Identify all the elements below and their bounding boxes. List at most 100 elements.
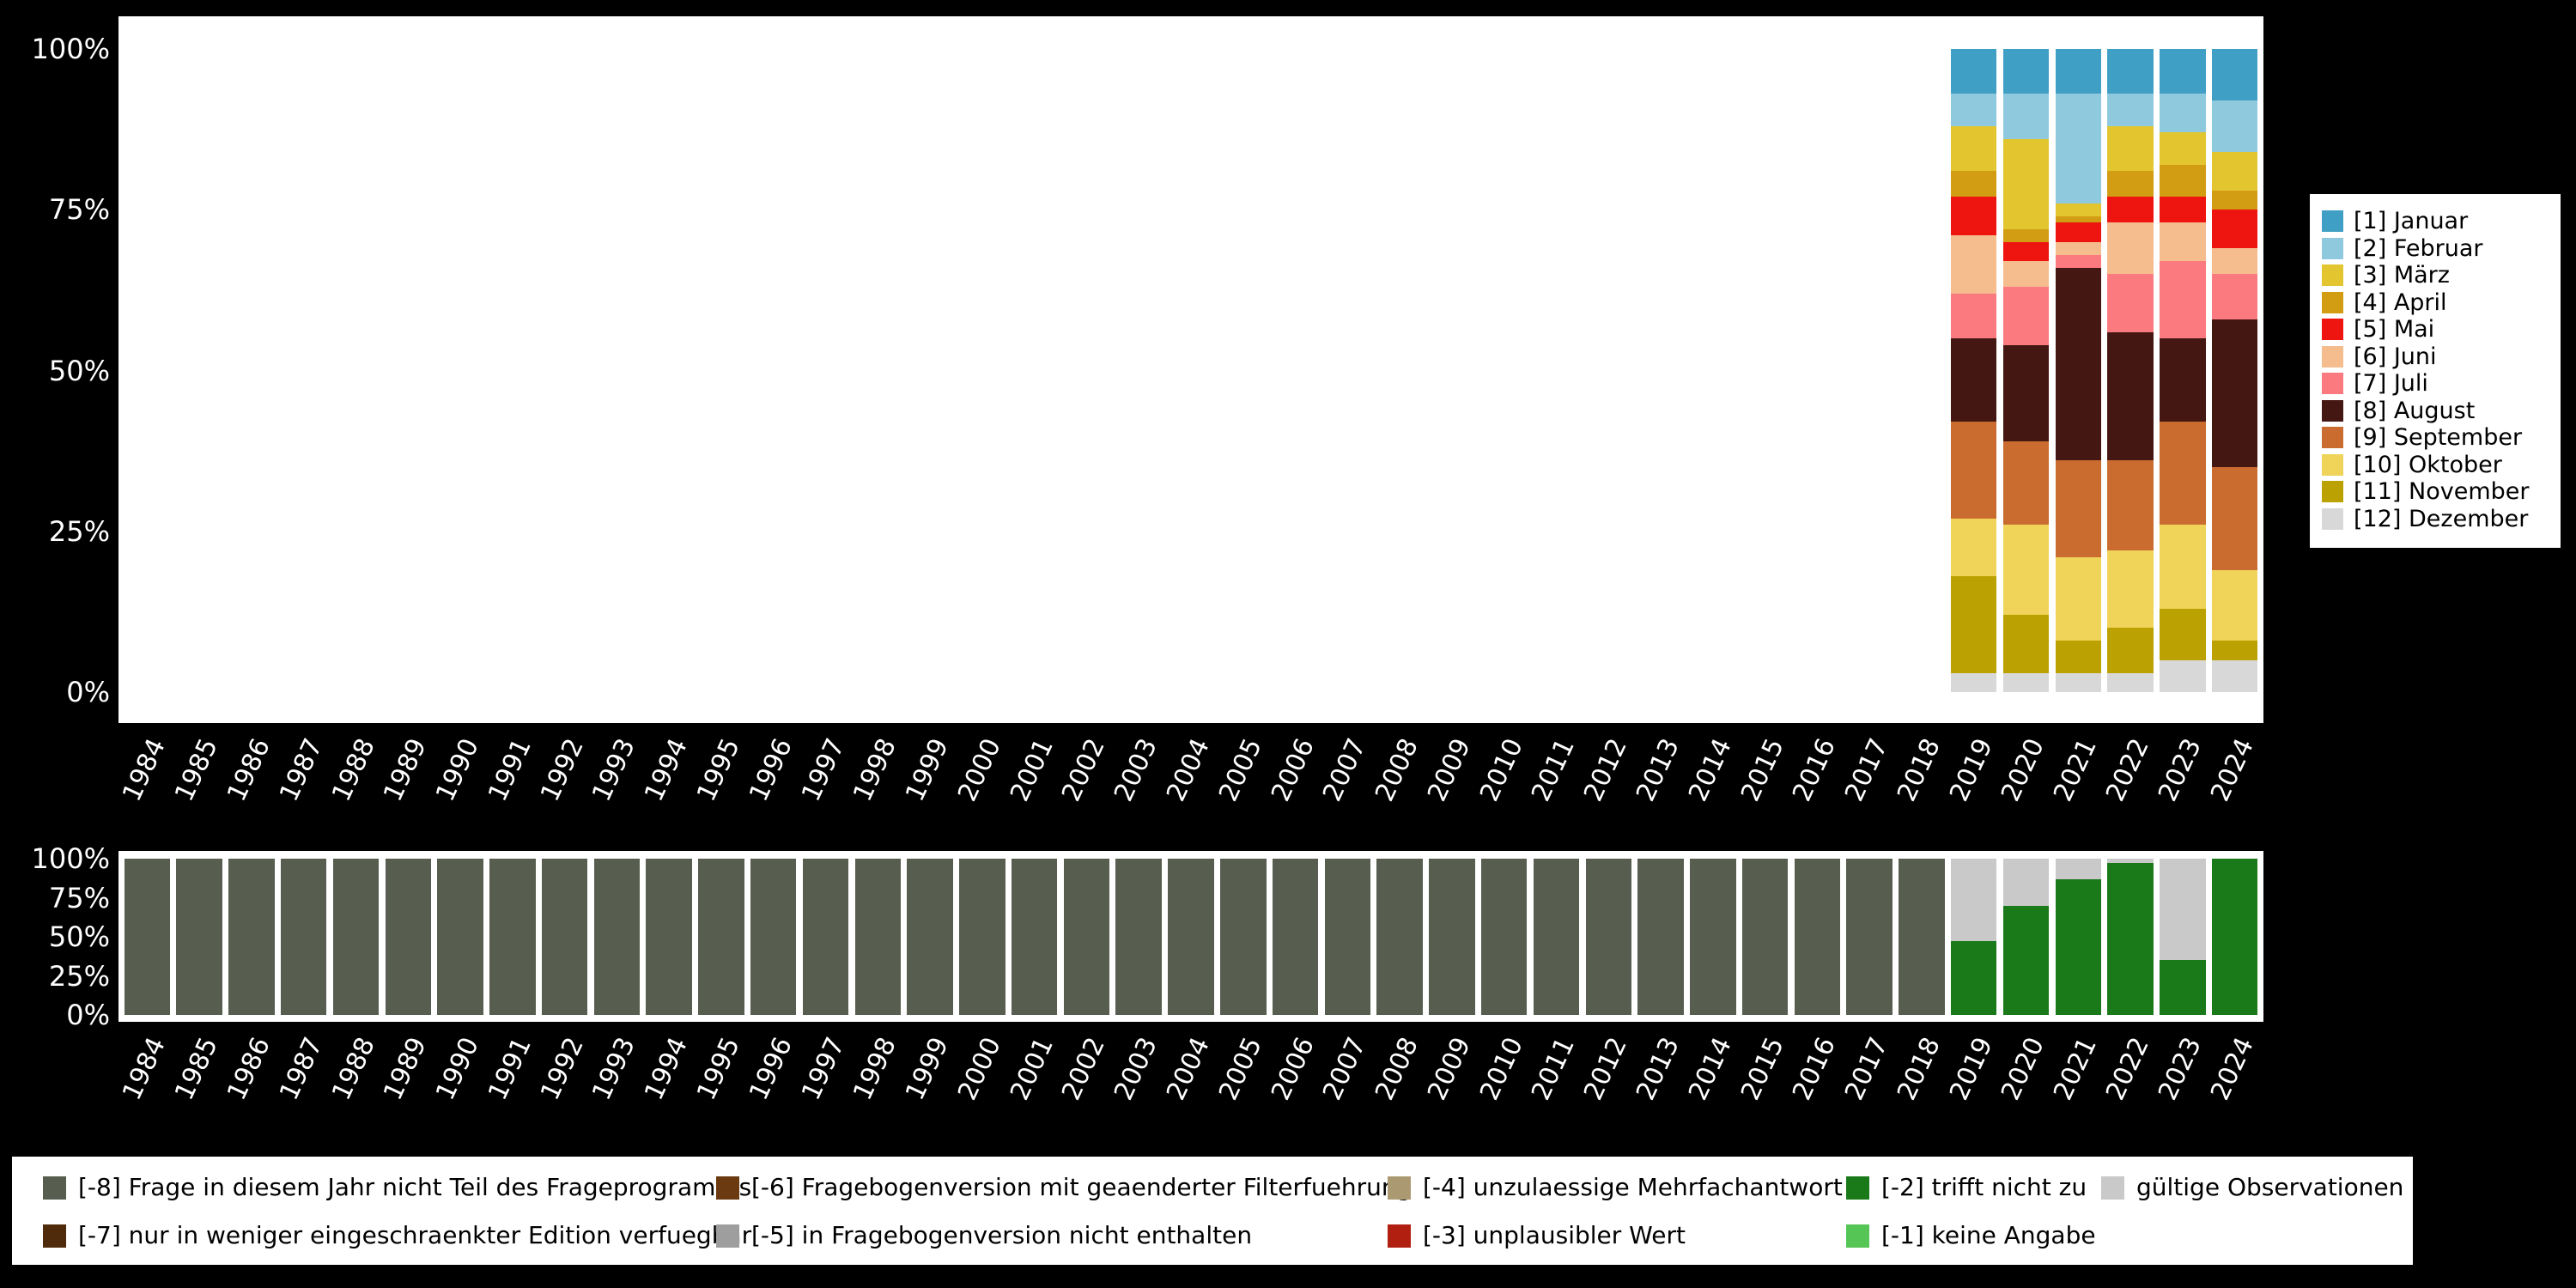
legend-label: [1] Januar	[2354, 208, 2469, 235]
bar-segment	[2002, 905, 2050, 1015]
bar-segment	[2055, 94, 2101, 204]
legend-item-month: [9] September	[2322, 424, 2549, 452]
legend-label: [-3] unplausibler Wert	[1423, 1221, 1686, 1249]
legend-item-month: [6] Juni	[2322, 343, 2549, 371]
bar-segment	[1115, 859, 1162, 1015]
y-axis-tick-label: 100%	[31, 842, 110, 875]
bar-segment	[2160, 49, 2206, 94]
bar-segment	[2002, 94, 2050, 139]
legend-item-missing: [-7] nur in weniger eingeschraenkter Edi…	[43, 1224, 751, 1248]
legend-swatch	[2322, 373, 2343, 395]
bar-segment	[2211, 569, 2258, 641]
legend-label: [12] Dezember	[2354, 505, 2529, 532]
bar-segment	[1950, 49, 1997, 94]
legend-label: [4] April	[2354, 289, 2447, 316]
months-legend-list: [1] Januar [2] Februar [3] März [4] April [5…	[2322, 208, 2549, 532]
bar-segment	[1220, 859, 1267, 1015]
legend-label: [11] November	[2354, 478, 2530, 506]
legend-label: [2] Februar	[2354, 234, 2483, 262]
legend-item-month: [3] März	[2322, 262, 2549, 289]
legend-item-month: [5] Mai	[2322, 316, 2549, 343]
bar-segment	[1950, 338, 1997, 422]
bar-segment	[854, 859, 902, 1015]
bar-segment	[1272, 859, 1319, 1015]
legend-swatch	[2101, 1176, 2124, 1200]
bar-segment	[2055, 878, 2101, 1015]
bar-segment	[2107, 460, 2154, 551]
bar-segment	[907, 859, 953, 1015]
legend-label: [-2] trifft nicht zu	[1881, 1173, 2087, 1201]
bar-segment	[2107, 859, 2154, 864]
bar-segment	[2107, 125, 2154, 172]
bar-segment	[2055, 556, 2101, 641]
bar-segment	[1741, 859, 1789, 1015]
bar-segment	[2160, 659, 2206, 692]
bar-segment	[1950, 576, 1997, 673]
y-axis-tick-label: 50%	[48, 354, 110, 387]
bar-segment	[1011, 859, 1058, 1015]
missings-legend: [-8] Frage in diesem Jahr nicht Teil des…	[12, 1157, 2413, 1265]
bar-segment	[2160, 164, 2206, 197]
bar-segment	[2211, 190, 2258, 210]
legend-swatch	[2322, 427, 2343, 449]
legend-swatch	[2322, 453, 2343, 476]
bar-segment	[541, 859, 588, 1015]
bar-segment	[1533, 859, 1580, 1015]
legend-label: [3] März	[2354, 262, 2450, 289]
legend-swatch	[2322, 399, 2343, 422]
bar-segment	[2160, 422, 2206, 526]
legend-item-month: [12] Dezember	[2322, 506, 2549, 533]
bar-segment	[2211, 466, 2258, 570]
bar-segment	[2107, 49, 2154, 94]
bar-segment	[1168, 859, 1214, 1015]
bar-segment	[2160, 132, 2206, 165]
legend-swatch	[2322, 291, 2343, 313]
legend-item-month: [1] Januar	[2322, 208, 2549, 235]
legend-item-missing: [-5] in Fragebogenversion nicht enthalte…	[716, 1224, 1252, 1248]
bar-segment	[1950, 94, 1997, 126]
bar-segment	[593, 859, 641, 1015]
legend-label: [5] Mai	[2354, 316, 2435, 343]
legend-label: [-6] Fragebogenversion mit geaenderter F…	[751, 1173, 1413, 1201]
legend-swatch	[2322, 345, 2343, 368]
bar-segment	[2160, 525, 2206, 609]
legend-swatch	[1388, 1224, 1411, 1248]
bar-segment	[1846, 859, 1893, 1015]
bar-segment	[2055, 203, 2101, 216]
legend-swatch	[1846, 1224, 1869, 1248]
bar-segment	[2211, 248, 2258, 275]
bar-segment	[2002, 525, 2050, 616]
legend-label: [-1] keine Angabe	[1881, 1221, 2096, 1249]
bar-segment	[2002, 440, 2050, 526]
legend-swatch	[2322, 319, 2343, 341]
legend-item-month: [11] November	[2322, 478, 2549, 506]
legend-item-month: [7] Juli	[2322, 370, 2549, 398]
bar-segment	[2160, 608, 2206, 660]
legend-label: [9] September	[2354, 424, 2523, 452]
legend-swatch	[1846, 1176, 1869, 1200]
bar-segment	[2107, 222, 2154, 275]
bar-segment	[2211, 100, 2258, 152]
y-axis-tick-label: 0%	[66, 676, 110, 708]
legend-item-missing: [-6] Fragebogenversion mit geaenderter F…	[716, 1176, 1412, 1200]
bar-segment	[2211, 641, 2258, 660]
bar-segment	[2002, 615, 2050, 673]
bar-segment	[750, 859, 797, 1015]
bar-segment	[280, 859, 327, 1015]
legend-item-month: [10] Oktober	[2322, 452, 2549, 479]
legend-swatch	[43, 1224, 66, 1248]
bar-segment	[228, 859, 275, 1015]
legend-swatch	[2322, 264, 2343, 287]
bar-segment	[1950, 859, 1997, 942]
bar-segment	[646, 859, 692, 1015]
bar-segment	[2002, 287, 2050, 345]
bar-segment	[2055, 216, 2101, 223]
bar-segment	[2002, 672, 2050, 692]
legend-swatch	[2322, 210, 2343, 233]
bar-segment	[2211, 210, 2258, 249]
bar-segment	[2211, 151, 2258, 191]
bar-segment	[1429, 859, 1475, 1015]
bar-segment	[2211, 859, 2258, 1015]
bar-segment	[2107, 171, 2154, 197]
